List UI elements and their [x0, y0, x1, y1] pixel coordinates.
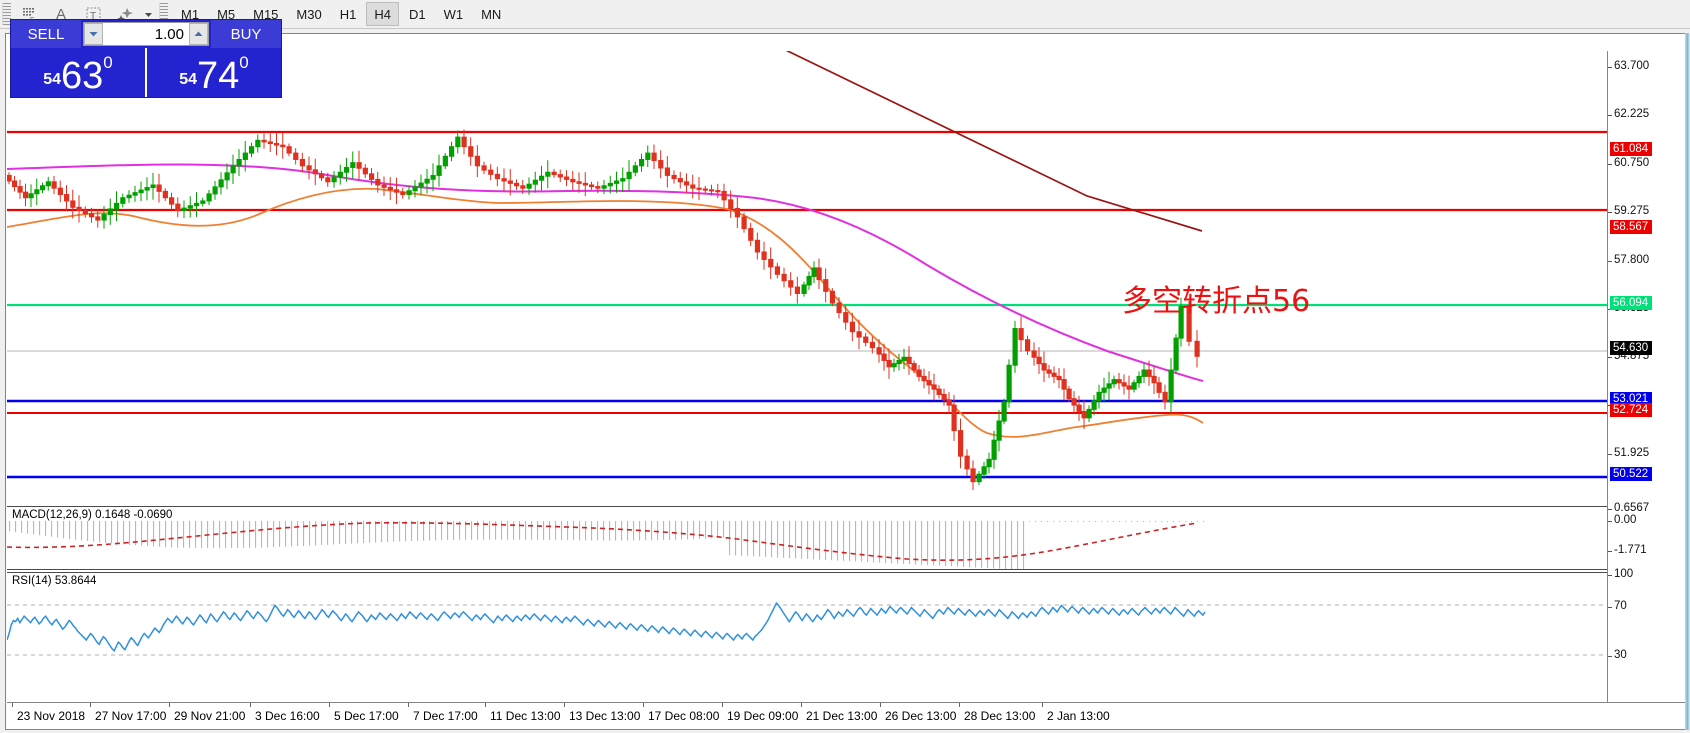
buy-price-quote[interactable]: 54 74 0 — [147, 48, 281, 97]
price-tick: 59.275 — [1607, 205, 1650, 217]
timeframe-m30[interactable]: M30 — [296, 6, 322, 22]
time-tick-label: 17 Dec 08:00 — [648, 709, 720, 723]
rsi-label: RSI(14) 53.8644 — [12, 575, 97, 587]
price-tick: 57.800 — [1607, 254, 1650, 266]
time-tick-mark — [485, 703, 486, 707]
timeframe-h1[interactable]: H1 — [339, 6, 357, 22]
buy-button[interactable]: BUY — [211, 20, 281, 48]
time-tick-label: 11 Dec 13:00 — [490, 709, 561, 723]
timeframe-m15[interactable]: M15 — [253, 6, 279, 22]
timeframe-w1[interactable]: W1 — [443, 6, 464, 22]
sell-price-fraction: 0 — [103, 53, 113, 72]
timeframe-m5[interactable]: M5 — [217, 6, 236, 22]
indicator-tick: 100 — [1607, 568, 1634, 580]
buy-price-fraction: 0 — [239, 53, 249, 72]
time-tick-label: 26 Dec 13:00 — [885, 709, 957, 723]
rsi-pane: RSI(14) 53.8644 — [7, 572, 1607, 682]
quote-divider — [145, 48, 147, 97]
sell-price-main: 63 — [61, 55, 104, 97]
time-tick-label: 28 Dec 13:00 — [964, 709, 1036, 723]
indicator-tick: 0.6567 — [1607, 502, 1650, 514]
chart-annotation-text: 多空转折点56 — [1122, 284, 1311, 319]
time-tick-mark — [90, 703, 91, 707]
trade-panel-top-row: SELL 1.00 BUY — [11, 20, 281, 48]
price-pane: 多空转折点56 — [7, 51, 1607, 504]
chart-window: UKOil-,H4 54.630 54.630 54.630 54.630 — [5, 33, 1686, 730]
toolbar-drag-handle[interactable] — [2, 3, 11, 25]
text-label-icon[interactable]: A — [55, 5, 66, 23]
price-level-tag[interactable]: 56.094 — [1610, 296, 1653, 310]
timeframe-h4[interactable]: H4 — [366, 2, 399, 26]
indicator-tick: 30 — [1608, 649, 1627, 661]
price-level-tag[interactable]: 50.522 — [1610, 467, 1653, 481]
chart-plot-area[interactable]: 多空转折点56 MACD(12,26,9) 0.1648 -0.0690 RSI… — [7, 51, 1607, 703]
chevron-down-icon[interactable] — [141, 2, 155, 27]
buy-price-main: 74 — [197, 55, 240, 97]
indicator-tick: -1.771 — [1608, 544, 1647, 556]
price-level-tag[interactable]: 53.021 — [1610, 392, 1653, 406]
svg-text:T: T — [90, 11, 96, 22]
volume-stepper[interactable]: 1.00 — [83, 22, 209, 46]
sell-price-prefix: 54 — [43, 71, 62, 88]
time-tick-mark — [722, 703, 723, 707]
volume-increase-icon[interactable] — [189, 23, 208, 45]
time-tick-label: 2 Jan 13:00 — [1047, 709, 1110, 723]
time-tick-mark — [408, 703, 409, 707]
buy-price-prefix: 54 — [179, 71, 198, 88]
time-tick-label: 21 Dec 13:00 — [806, 709, 878, 723]
time-tick-label: 19 Dec 09:00 — [727, 709, 799, 723]
objects-icon[interactable] — [110, 2, 140, 27]
indicator-tick: 0.00 — [1607, 514, 1637, 526]
price-level-tag[interactable]: 58.567 — [1610, 220, 1653, 234]
sell-button[interactable]: SELL — [11, 20, 81, 48]
macd-label: MACD(12,26,9) 0.1648 -0.0690 — [12, 509, 173, 521]
time-tick-label: 29 Nov 21:00 — [174, 709, 246, 723]
indicator-tick: 70 — [1608, 600, 1627, 612]
time-tick-label: 27 Nov 17:00 — [95, 709, 167, 723]
time-tick-mark — [959, 703, 960, 707]
time-tick-label: 23 Nov 2018 — [17, 709, 86, 723]
timeframe-m1[interactable]: M1 — [181, 6, 200, 22]
time-tick-mark — [801, 703, 802, 707]
time-scale[interactable]: 23 Nov 2018 27 Nov 17:00 29 Nov 21:00 3 Dec… — [7, 702, 1685, 728]
price-level-tag[interactable]: 61.084 — [1610, 142, 1653, 156]
price-tick: 51.925 — [1607, 447, 1650, 459]
time-tick-mark — [643, 703, 644, 707]
price-tick: 62.225 — [1607, 108, 1650, 120]
price-tick: 63.700 — [1607, 60, 1650, 72]
time-tick-label: 13 Dec 13:00 — [569, 709, 641, 723]
time-tick-label: 5 Dec 17:00 — [334, 709, 399, 723]
time-tick-mark — [329, 703, 330, 707]
one-click-trading-panel: SELL 1.00 BUY 54 63 0 54 74 — [10, 19, 282, 98]
timeframe-mn[interactable]: MN — [481, 6, 502, 22]
vertical-scrollbar[interactable] — [1685, 33, 1690, 730]
timeframe-d1[interactable]: D1 — [408, 6, 426, 22]
time-tick-label: 3 Dec 16:00 — [255, 709, 320, 723]
time-tick-mark — [1042, 703, 1043, 707]
time-tick-mark — [12, 703, 13, 707]
time-tick-mark — [564, 703, 565, 707]
price-scale[interactable]: 63.70062.22560.75059.27557.80056.32554.8… — [1607, 51, 1685, 703]
volume-input[interactable]: 1.00 — [103, 23, 189, 45]
macd-pane: MACD(12,26,9) 0.1648 -0.0690 — [7, 506, 1607, 570]
time-tick-label: 7 Dec 17:00 — [413, 709, 478, 723]
price-tick: 60.750 — [1607, 157, 1650, 169]
time-tick-mark — [880, 703, 881, 707]
price-level-tag[interactable]: 54.630 — [1610, 341, 1653, 355]
sell-price-quote[interactable]: 54 63 0 — [11, 48, 145, 97]
price-level-tag[interactable]: 52.724 — [1610, 403, 1653, 417]
toolbar-separator — [159, 3, 168, 25]
time-tick-mark — [250, 703, 251, 707]
volume-decrease-icon[interactable] — [84, 23, 103, 45]
trade-panel-quotes: 54 63 0 54 74 0 — [11, 48, 281, 97]
time-tick-mark — [169, 703, 170, 707]
